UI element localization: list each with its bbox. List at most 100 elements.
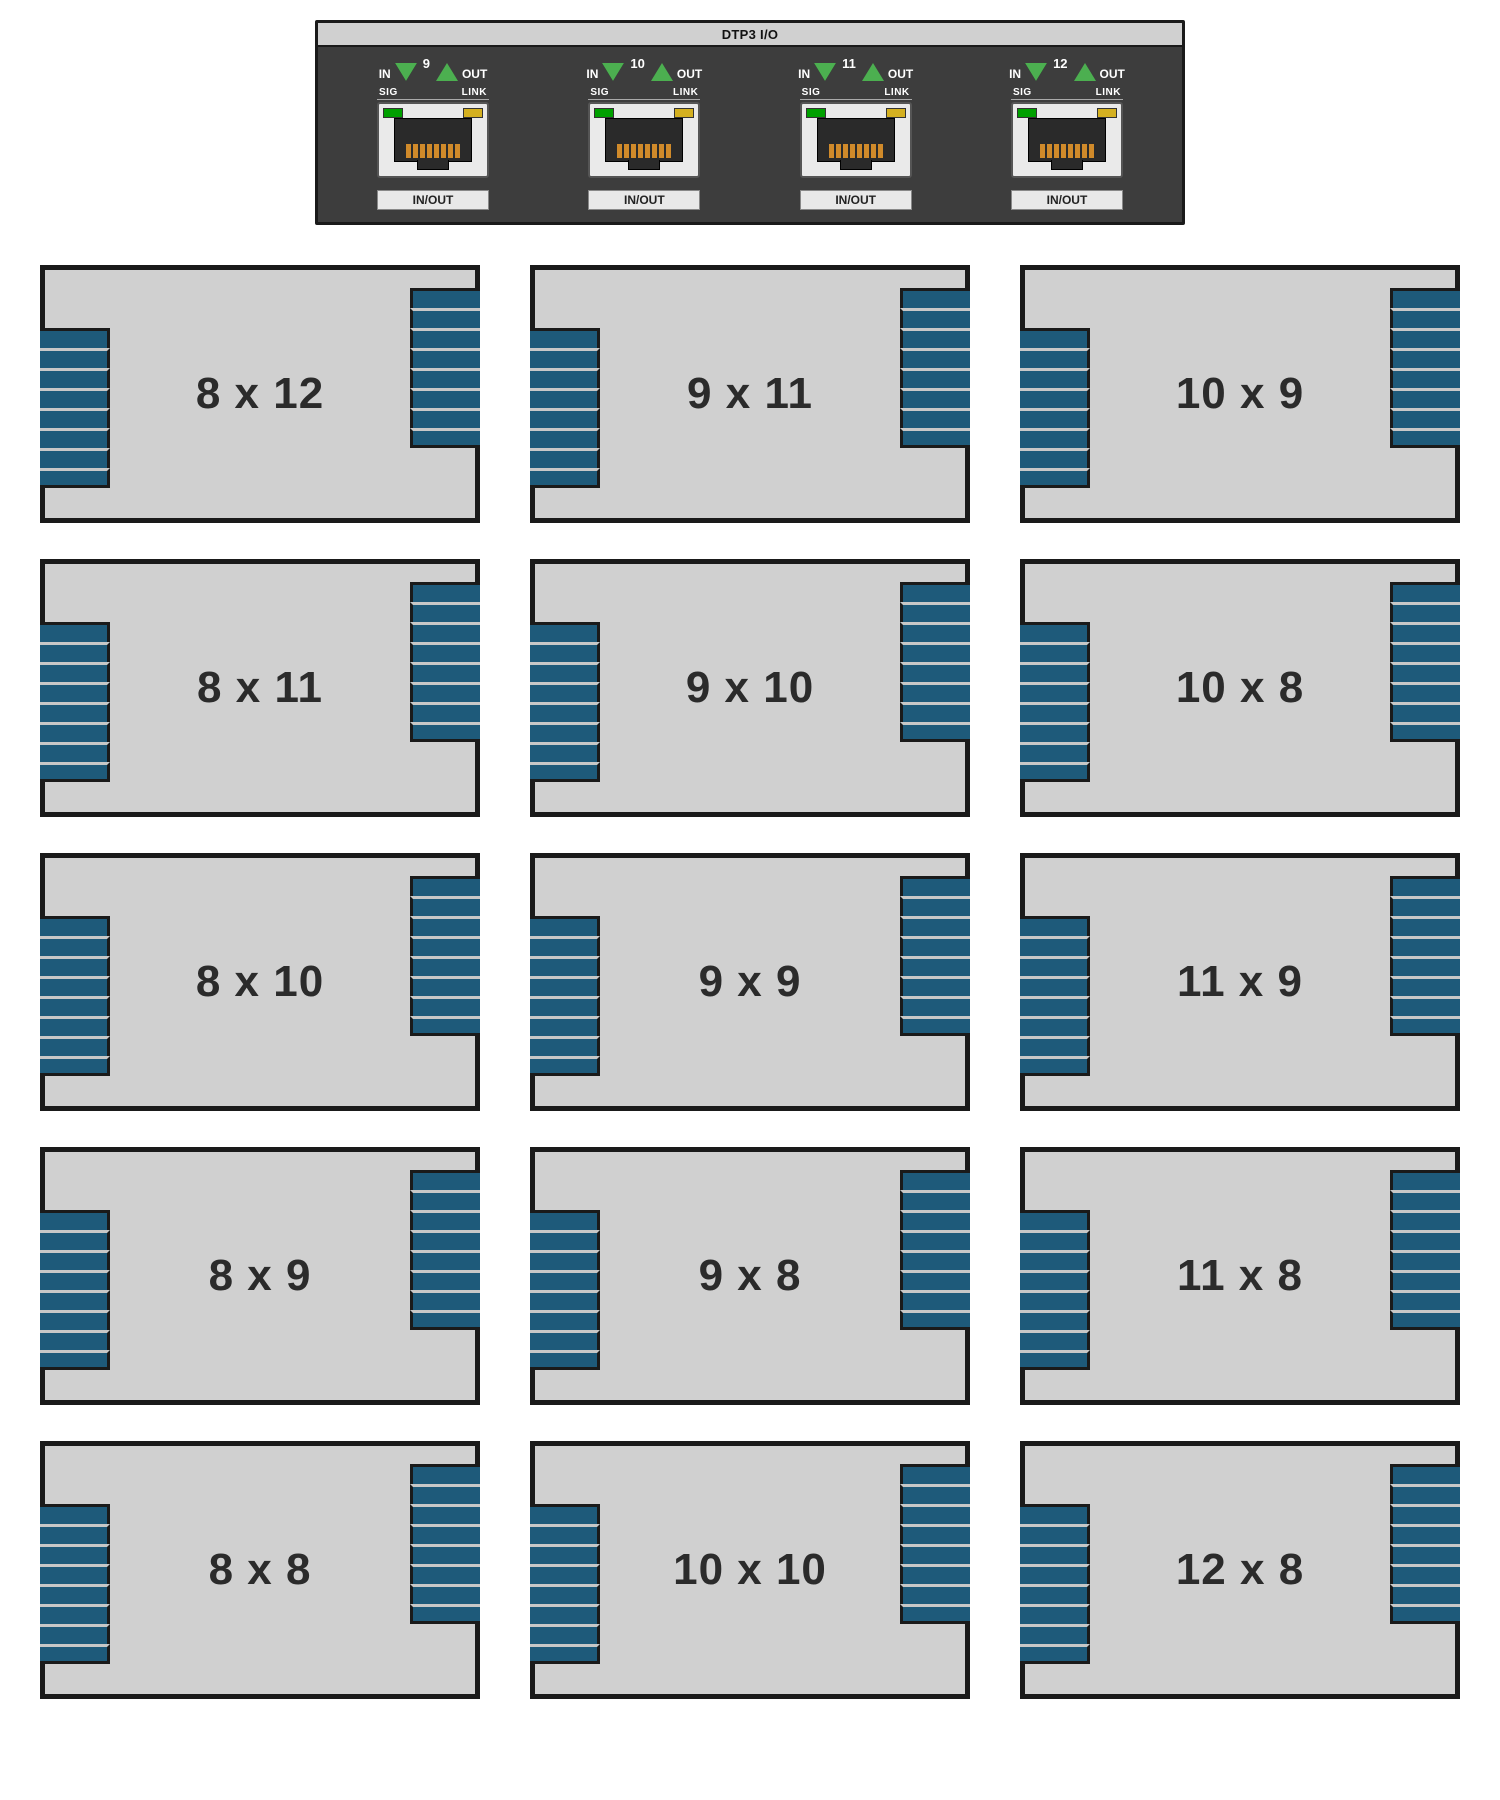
in-label: IN [586,67,598,81]
port-number: 10 [630,56,644,71]
sig-label: SIG [802,87,821,98]
link-led-icon [674,108,694,118]
card-label: 8 x 8 [209,1545,312,1595]
card-teeth-right [900,582,970,742]
card-teeth-right [1390,1170,1460,1330]
card-teeth-right [410,876,480,1036]
card-label: 10 x 8 [1176,663,1304,713]
card-teeth-right [410,582,480,742]
link-label: LINK [673,87,698,98]
card-label: 8 x 11 [197,663,323,713]
card-teeth-right [410,1464,480,1624]
port-number: 12 [1053,56,1067,71]
config-card: 10 x 10 [530,1441,970,1699]
card-teeth-left [40,916,110,1076]
panel-title: DTP3 I/O [318,23,1182,47]
in-label: IN [798,67,810,81]
card-teeth-right [1390,582,1460,742]
port-under-label: IN/OUT [800,190,912,210]
card-teeth-left [40,1210,110,1370]
out-led-icon [651,63,673,81]
out-label: OUT [462,67,487,81]
dtp3-io-panel: DTP3 I/O IN 9 OUT SIG LINK IN/OUT IN 10 OUT SIG LI… [315,20,1185,225]
card-teeth-right [900,876,970,1036]
out-label: OUT [888,67,913,81]
sig-link-labels: SIG LINK [1011,87,1123,100]
card-label: 12 x 8 [1176,1545,1304,1595]
rj45-jack-icon [605,118,683,162]
card-teeth-left [530,916,600,1076]
in-label: IN [379,67,391,81]
card-label: 10 x 9 [1176,369,1304,419]
link-label: LINK [884,87,909,98]
link-label: LINK [1096,87,1121,98]
card-teeth-left [530,328,600,488]
io-port: IN9OUTSIGLINKIN/OUT [338,55,528,210]
sig-label: SIG [379,87,398,98]
card-teeth-left [40,622,110,782]
sig-led-icon [383,108,403,118]
card-teeth-right [1390,288,1460,448]
card-teeth-left [40,1504,110,1664]
link-label: LINK [462,87,487,98]
card-teeth-left [530,1504,600,1664]
config-card: 9 x 10 [530,559,970,817]
card-teeth-left [1020,622,1090,782]
card-teeth-right [900,1464,970,1624]
card-label: 11 x 8 [1177,1251,1303,1301]
config-card: 8 x 8 [40,1441,480,1699]
config-card: 9 x 9 [530,853,970,1111]
card-label: 9 x 10 [686,663,814,713]
rj45-port [800,102,912,178]
link-led-icon [463,108,483,118]
out-led-icon [436,63,458,81]
card-teeth-right [410,1170,480,1330]
card-teeth-left [40,328,110,488]
card-label: 10 x 10 [673,1545,827,1595]
config-card: 8 x 11 [40,559,480,817]
rj45-port [1011,102,1123,178]
card-teeth-right [900,288,970,448]
card-teeth-left [530,622,600,782]
out-led-icon [1074,63,1096,81]
rj45-jack-icon [1028,118,1106,162]
config-card: 11 x 9 [1020,853,1460,1111]
in-led-icon [602,63,624,81]
link-led-icon [1097,108,1117,118]
rj45-port [588,102,700,178]
io-port: IN10OUTSIGLINKIN/OUT [549,55,739,210]
io-led-row: IN 11 OUT [798,55,913,81]
config-card: 9 x 8 [530,1147,970,1405]
config-card-grid: 8 x 12 9 x 11 10 x 9 8 x 11 9 x 10 10 x 8 8 x … [40,265,1460,1699]
card-teeth-left [1020,1504,1090,1664]
sig-led-icon [1017,108,1037,118]
sig-label: SIG [590,87,609,98]
config-card: 8 x 9 [40,1147,480,1405]
io-port: IN12OUT SIG LINK IN/OUT [972,55,1162,210]
io-led-row: IN10OUT [586,55,702,81]
card-label: 8 x 12 [196,369,324,419]
in-led-icon [1025,63,1047,81]
config-card: 10 x 9 [1020,265,1460,523]
card-label: 9 x 11 [687,369,813,419]
card-label: 11 x 9 [1177,957,1303,1007]
io-port-row: IN9OUTSIGLINKIN/OUTIN10OUTSIGLINKIN/OUTI… [338,55,1162,210]
config-card: 10 x 8 [1020,559,1460,817]
port-under-label: IN/OUT [588,190,700,210]
config-card: 9 x 11 [530,265,970,523]
card-teeth-left [530,1210,600,1370]
sig-label: SIG [1013,87,1032,98]
io-led-row: IN12OUT [1009,55,1125,81]
card-teeth-right [900,1170,970,1330]
card-label: 9 x 8 [699,1251,802,1301]
link-led-icon [886,108,906,118]
in-led-icon [395,63,417,81]
port-under-label: IN/OUT [1011,190,1123,210]
port-number: 9 [423,56,430,71]
rj45-jack-icon [817,118,895,162]
port-number: 11 [842,56,856,71]
rj45-jack-icon [394,118,472,162]
sig-link-labels: SIG LINK [588,87,700,100]
config-card: 8 x 12 [40,265,480,523]
card-teeth-left [1020,916,1090,1076]
